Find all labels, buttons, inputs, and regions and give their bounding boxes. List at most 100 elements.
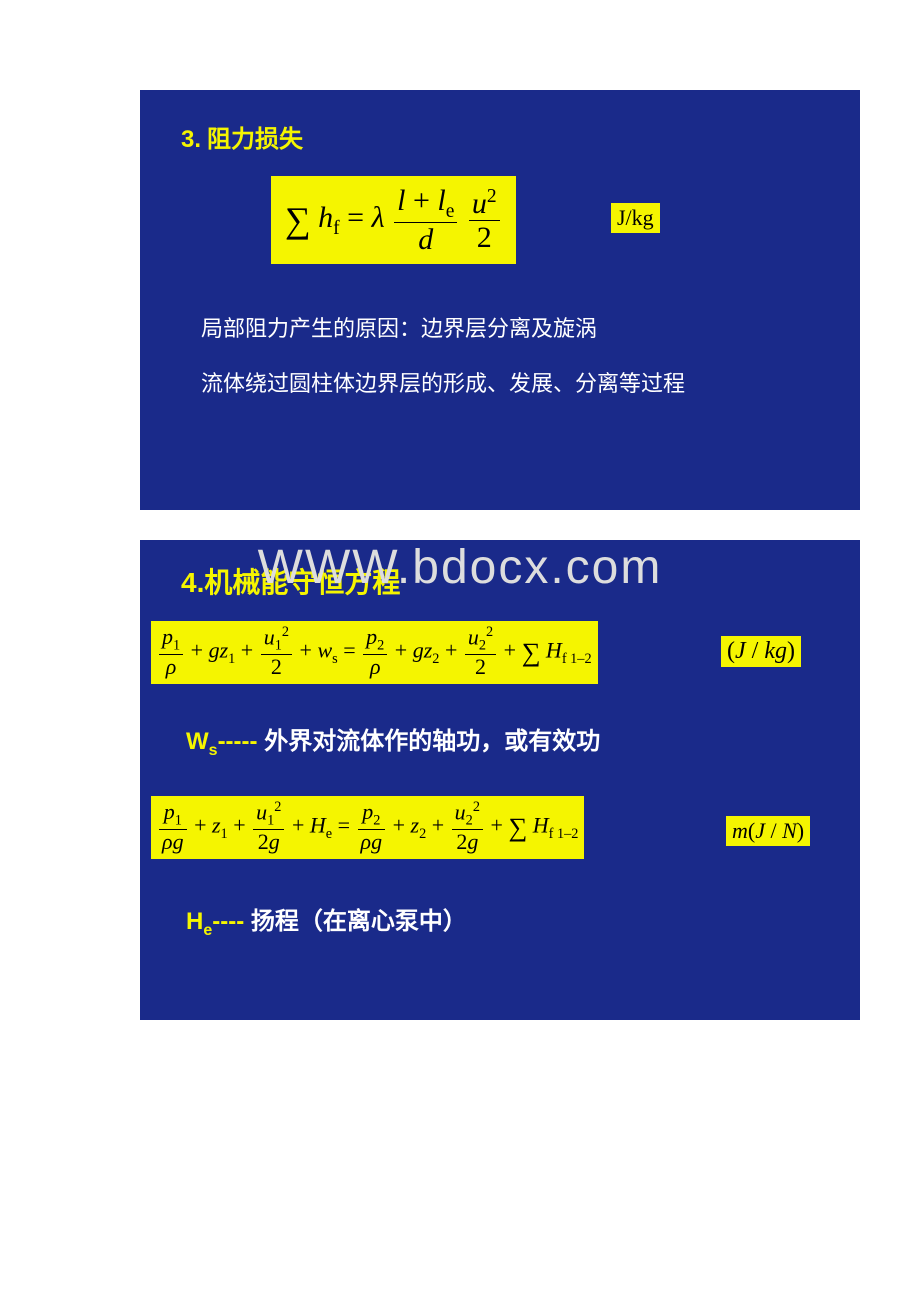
plus: +: [504, 637, 522, 662]
var-lambda: λ: [372, 201, 385, 234]
unit-m-jn: m(J / N): [726, 816, 810, 846]
z2: z: [424, 637, 433, 662]
paren-close: ): [787, 638, 795, 664]
p1: p: [162, 624, 173, 649]
equation-energy-m: p1 ρg + z1 + u12 2g + He = p2 ρg + z2 + …: [151, 796, 584, 859]
unit-jkg: J/kg: [611, 203, 660, 233]
u2-sq: 2: [486, 624, 493, 640]
heading-4: 4.机械能守恒方程: [181, 561, 400, 601]
label-he: He---- 扬程（在离心泵中）: [186, 901, 467, 940]
u2: u: [455, 799, 466, 824]
p2: p: [362, 799, 373, 824]
g: g: [371, 829, 382, 854]
u1-sq: 2: [274, 799, 281, 815]
plus: +: [233, 812, 251, 837]
z2: z: [411, 812, 420, 837]
he-text: 扬程（在离心泵中）: [251, 909, 467, 935]
g: g: [269, 829, 280, 854]
Hf: H: [533, 812, 549, 837]
equals: =: [338, 812, 356, 837]
two: 2: [456, 829, 467, 854]
p2-sub: 2: [373, 813, 380, 829]
label-ws: Ws----- 外界对流体作的轴功，或有效功: [186, 721, 600, 760]
heading-3-text: 阻力损失: [201, 127, 303, 153]
frac-l-d: l + le d: [394, 184, 457, 256]
plus: +: [191, 637, 209, 662]
g: g: [467, 829, 478, 854]
equation-energy-jkg: p1 ρ + gz1 + u12 2 + ws = p2 ρ + gz2 + u…: [151, 621, 598, 684]
sigma: ∑: [522, 637, 541, 667]
heading-4-text: 机械能守恒方程: [204, 568, 400, 599]
u1-sq: 2: [282, 624, 289, 640]
plus: +: [490, 812, 508, 837]
heading-3: 3. 阻力损失: [181, 119, 303, 154]
u2-sub: 2: [479, 638, 486, 654]
g: g: [413, 637, 424, 662]
heading-3-number: 3.: [181, 126, 201, 153]
Hf: H: [546, 637, 562, 662]
unit-J: J: [755, 818, 765, 843]
slash: /: [746, 638, 765, 664]
unit-N: N: [782, 818, 797, 843]
He-H: H: [310, 812, 326, 837]
u1: u: [264, 624, 275, 649]
var-u: u: [472, 187, 487, 220]
equals: =: [343, 637, 361, 662]
unit-m: m: [732, 818, 748, 843]
text-cause: 局部阻力产生的原因：边界层分离及旋涡: [201, 311, 597, 343]
u1: u: [256, 799, 267, 824]
plus: +: [241, 637, 259, 662]
z1: z: [220, 637, 229, 662]
sigma-symbol: ∑: [285, 200, 311, 240]
var-le-e: e: [446, 201, 455, 222]
rho: ρ: [162, 829, 173, 854]
Hf-sub: f 1–2: [562, 651, 592, 667]
ws-s: s: [332, 651, 338, 667]
frac-u2-2: u2 2: [469, 186, 500, 254]
u1-sub: 1: [267, 813, 274, 829]
plus: +: [395, 637, 413, 662]
const-2: 2: [469, 221, 500, 254]
He-e: e: [326, 826, 332, 842]
equals: =: [347, 201, 371, 234]
rho2: ρ: [363, 655, 387, 679]
ws-sub: s: [209, 742, 218, 759]
plus: +: [445, 637, 463, 662]
p2-sub: 2: [377, 638, 384, 654]
z2-sub: 2: [432, 651, 439, 667]
plus: +: [393, 812, 411, 837]
he-dash: ----: [212, 908, 251, 935]
ws-sym: W: [186, 728, 209, 755]
z1-sub: 1: [228, 651, 235, 667]
unit-J: J: [735, 638, 746, 664]
g: g: [173, 829, 184, 854]
plus: +: [432, 812, 450, 837]
slide-resistance-loss: 3. 阻力损失 ∑ hf = λ l + le d u2 2 J/kg 局部阻力…: [140, 90, 860, 510]
slash: /: [765, 818, 782, 843]
ws-text: 外界对流体作的轴功，或有效功: [264, 729, 600, 755]
two: 2: [258, 829, 269, 854]
p2: p: [366, 624, 377, 649]
text-process: 流体绕过圆柱体边界层的形成、发展、分离等过程: [201, 366, 685, 398]
rho: ρ: [361, 829, 372, 854]
paren-close: ): [797, 818, 804, 843]
he-sym: H: [186, 908, 203, 935]
plus: +: [194, 812, 212, 837]
two: 2: [465, 655, 496, 679]
z1-sub: 1: [221, 826, 228, 842]
z1: z: [212, 812, 221, 837]
Hf-sub: f 1–2: [549, 826, 579, 842]
p1-sub: 1: [175, 813, 182, 829]
sup-2: 2: [487, 186, 497, 207]
p1: p: [164, 799, 175, 824]
plus: +: [300, 637, 318, 662]
p1-sub: 1: [173, 638, 180, 654]
var-le-l: l: [437, 184, 445, 217]
var-d: d: [394, 223, 457, 256]
two: 2: [261, 655, 292, 679]
plus: +: [405, 184, 437, 217]
slide-energy-conservation: 4.机械能守恒方程 p1 ρ + gz1 + u12 2 + ws = p2 ρ…: [140, 540, 860, 1020]
unit-jkg-paren: (J / kg): [721, 636, 801, 667]
u2-sq: 2: [473, 799, 480, 815]
unit-kg: kg: [764, 638, 787, 664]
